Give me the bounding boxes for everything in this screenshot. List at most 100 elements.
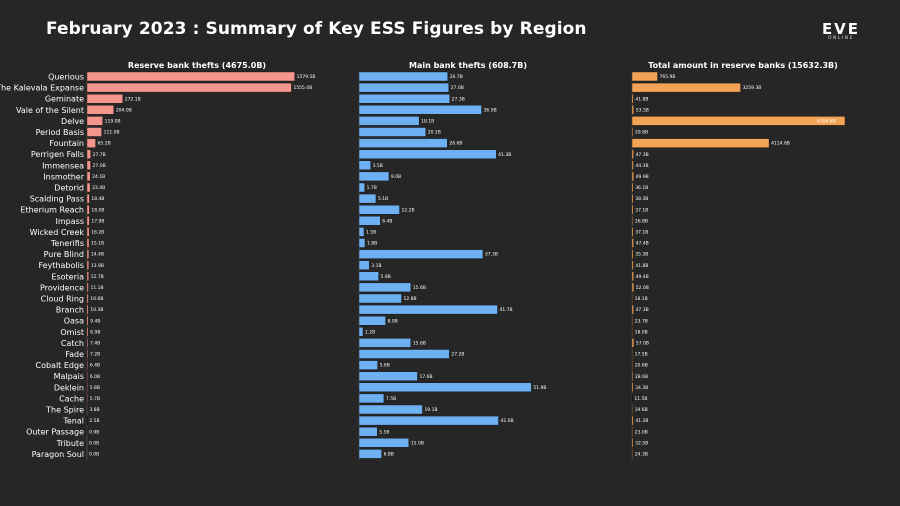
bar-value-label: 42.0B — [501, 418, 514, 424]
bar-value-label: 11.1B — [90, 285, 103, 291]
logo-subtext: ONLINE — [828, 36, 854, 41]
panel-title: Total amount in reserve banks (15632.3B) — [648, 61, 838, 70]
category-label: Querious — [48, 73, 84, 82]
category-label: Vale of the Silent — [16, 106, 84, 115]
category-label: Omist — [60, 328, 84, 337]
bar-value-label: 49.4B — [636, 274, 649, 280]
bar-value-label: 20.6B — [635, 363, 648, 369]
bar — [358, 82, 449, 93]
bar-value-label: 19.6B — [635, 407, 648, 413]
bar — [86, 93, 123, 104]
category-label: Esoteria — [51, 272, 84, 281]
bar-value-label: 26.6B — [449, 141, 462, 147]
bar-value-label: 6.4B — [90, 363, 100, 369]
bar — [631, 82, 741, 93]
bar-value-label: 27.0B — [93, 163, 106, 169]
bar — [86, 316, 89, 326]
bar-value-label: 29.8B — [635, 130, 648, 136]
bar — [86, 282, 89, 293]
bar-value-label: 47.3B — [636, 307, 649, 313]
bar-value-label: 26.8B — [635, 218, 648, 224]
bar — [86, 338, 89, 348]
bar-value-label: 44.3B — [635, 163, 648, 169]
bar-value-label: 7.5B — [386, 396, 396, 402]
bar — [86, 349, 89, 359]
bar — [358, 182, 365, 193]
bar — [358, 160, 371, 171]
bar — [86, 382, 88, 392]
bar-value-label: 9.0B — [391, 174, 401, 180]
bar — [358, 304, 498, 315]
bar-value-label: 765.9B — [660, 74, 676, 80]
bar-value-label: 65.2B — [98, 141, 111, 147]
bar — [358, 71, 448, 82]
category-label: Etherium Reach — [20, 206, 84, 215]
bar-value-label: 27.0B — [451, 85, 464, 91]
category-label: Tribute — [56, 439, 85, 448]
bar-value-label: 19.1B — [424, 407, 437, 413]
category-label: Feythabolis — [38, 261, 84, 270]
bar — [86, 271, 89, 281]
bar-value-label: 24.3B — [635, 452, 648, 458]
bar — [631, 260, 634, 270]
bar — [358, 238, 366, 248]
bar — [86, 105, 115, 115]
category-label: Deklein — [54, 383, 84, 392]
bar — [631, 138, 770, 148]
category-label: Detorid — [54, 184, 84, 193]
bar — [358, 327, 364, 337]
bar — [631, 71, 658, 82]
bar — [358, 360, 378, 370]
bar — [358, 427, 378, 437]
bar-value-label: 13.9B — [91, 263, 104, 269]
category-label: Insmother — [43, 172, 84, 181]
bar — [86, 360, 89, 370]
category-label: Outer Passage — [26, 428, 84, 437]
bar-value-label: 6.0B — [90, 374, 100, 380]
bar-value-label: 47.3B — [636, 152, 649, 158]
bar-value-label: 0.9B — [89, 429, 99, 435]
bar — [358, 193, 377, 204]
bar-value-label: 57.0B — [636, 341, 649, 347]
bar-value-label: 12.2B — [402, 207, 415, 213]
bar — [358, 271, 379, 281]
bar — [358, 293, 402, 304]
category-label: Providence — [40, 283, 84, 292]
bar — [631, 338, 635, 348]
bar-value-label: 5.5B — [379, 429, 389, 435]
category-label: Geminate — [45, 95, 84, 104]
bar-value-label: 32.5B — [635, 440, 648, 446]
bar-value-label: 1.8B — [367, 241, 377, 247]
bar-value-label: 7.4B — [90, 341, 100, 347]
bar-value-label: 17.5B — [635, 352, 648, 358]
bar-value-label: 34.3B — [635, 385, 648, 391]
bar-value-label: 5.9B — [381, 274, 391, 280]
bar — [631, 360, 633, 370]
bar-value-label: 23.4B — [92, 185, 105, 191]
category-label: Catch — [61, 339, 84, 348]
bar — [631, 271, 634, 281]
bar — [358, 93, 450, 104]
bar-value-label: 23.0B — [635, 429, 648, 435]
category-label: Cobalt Edge — [36, 361, 85, 370]
bar-value-label: 5.6B — [380, 363, 390, 369]
bar — [358, 349, 450, 359]
eve-online-logo: EVE ONLINE — [815, 22, 867, 42]
bar-value-label: 8.9B — [90, 329, 100, 335]
bar-value-label: 6.4B — [382, 218, 392, 224]
bar — [631, 371, 634, 381]
bar — [631, 204, 634, 215]
bar-value-label: 17.6B — [419, 374, 432, 380]
bar-value-label: 0.0B — [89, 440, 99, 446]
bar-value-label: 23.7B — [635, 318, 648, 324]
bar — [631, 182, 634, 193]
bar — [631, 327, 633, 337]
bar — [358, 227, 365, 237]
page-title: February 2023 : Summary of Key ESS Figur… — [46, 19, 587, 39]
bar — [358, 105, 482, 115]
bar-value-label: 35.3B — [635, 252, 648, 258]
bar-value-label: 18.1B — [635, 296, 648, 302]
bar — [631, 216, 634, 226]
category-label: The Kalevala Expanse — [0, 84, 84, 93]
bar — [358, 382, 532, 392]
